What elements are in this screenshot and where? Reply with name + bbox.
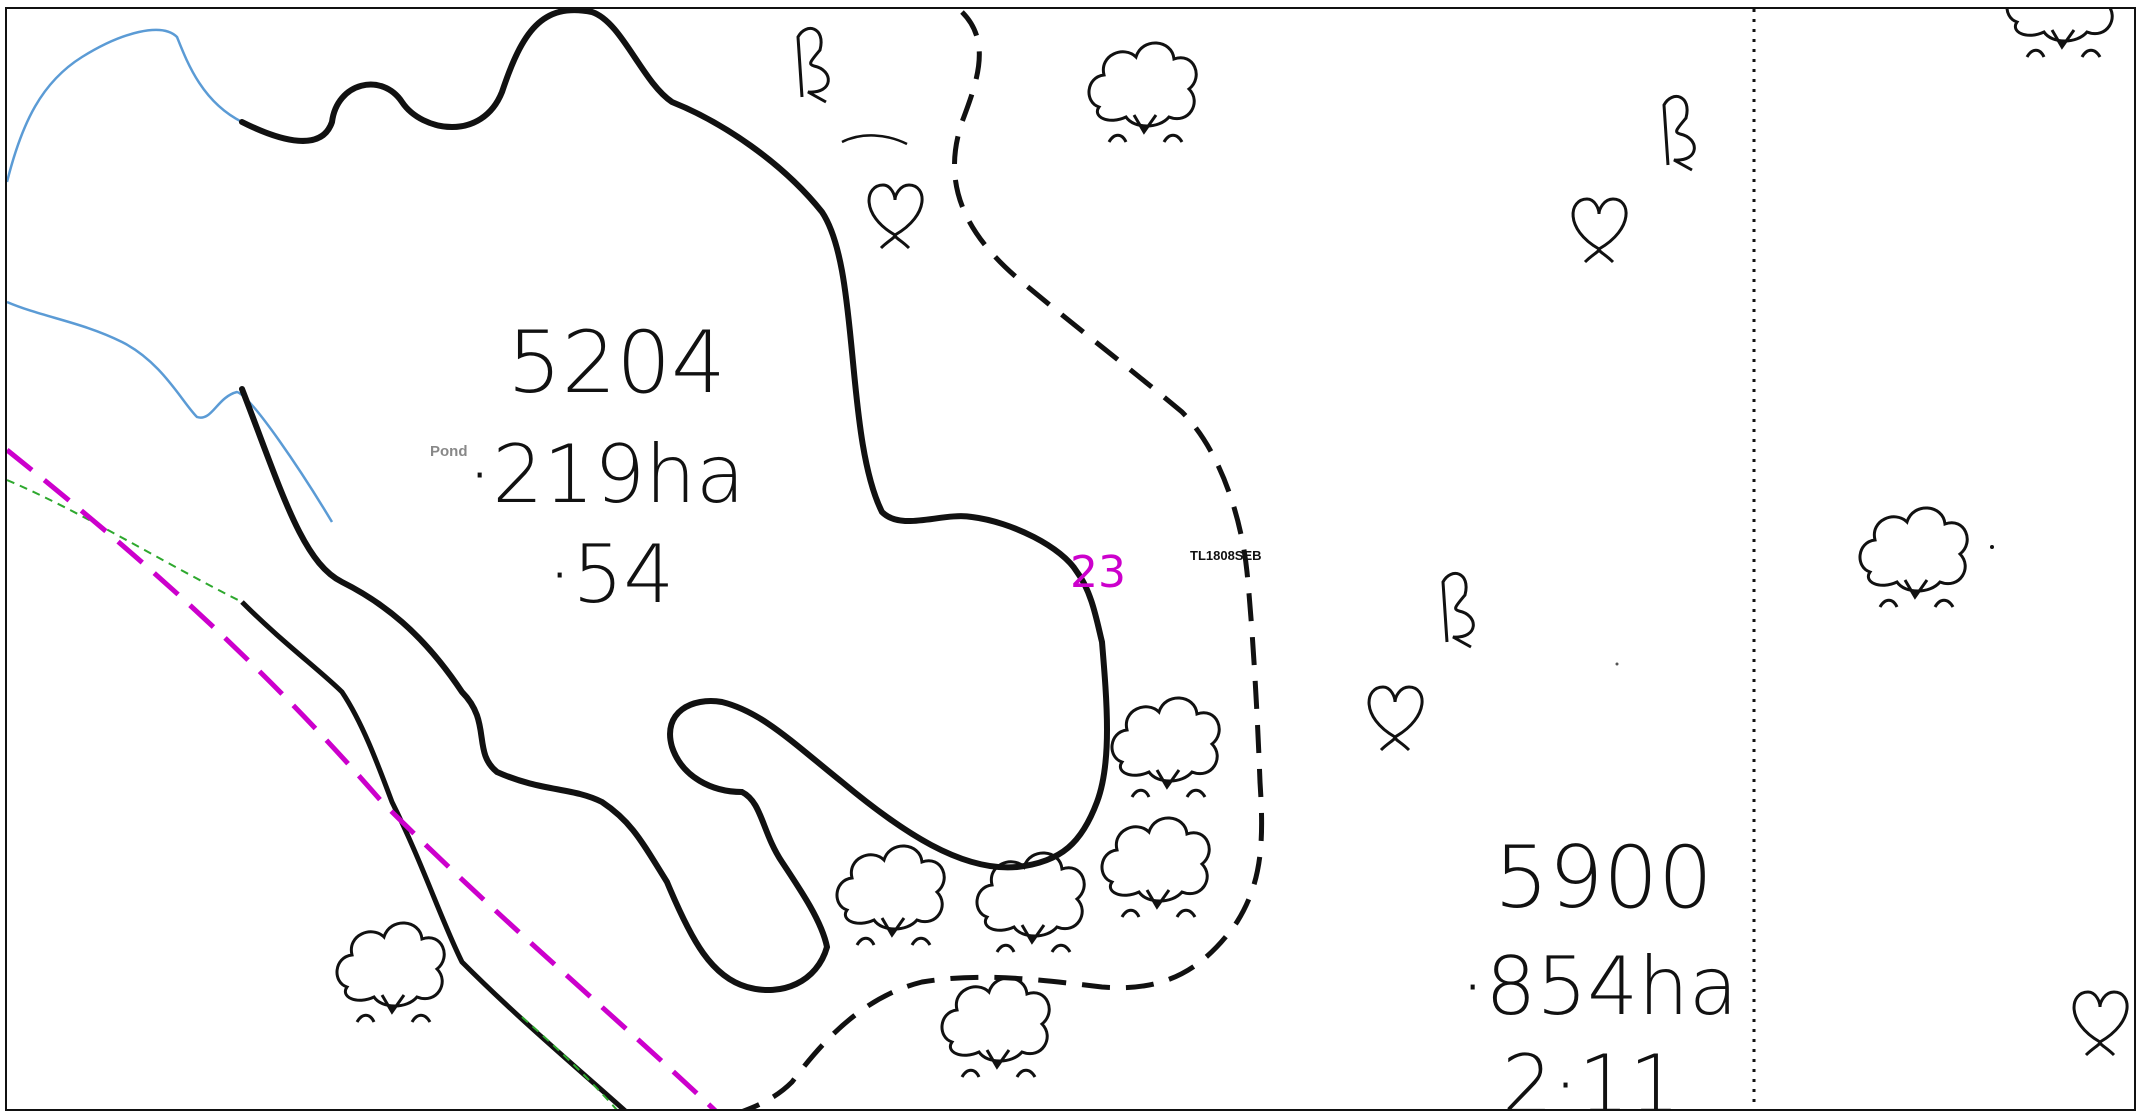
deciduous-tree-icon xyxy=(1110,696,1221,799)
parcel-number: 5204 xyxy=(507,313,726,413)
water-course xyxy=(7,28,334,523)
deciduous-tree-icon xyxy=(1858,506,1969,609)
parcel-number: 5900 xyxy=(1494,828,1713,928)
path-green-dashed xyxy=(7,479,618,1109)
boundary-magenta-dashed xyxy=(7,448,718,1109)
dot-mark xyxy=(1990,545,1994,549)
boundary-marker-number: 23 xyxy=(1070,547,1126,598)
parcel-acres: ·54 xyxy=(547,528,674,621)
bush-icon xyxy=(1367,685,1424,752)
river-bank-line xyxy=(7,28,334,523)
dot-mark xyxy=(1615,662,1619,666)
map-canvas[interactable]: 5204 ·219ha ·54 5900 ·854ha 2·11 Pond TL… xyxy=(5,7,2136,1111)
parcel-5900-label: 5900 ·854ha 2·11 xyxy=(1460,828,1738,1111)
boulder-b-icon xyxy=(796,26,830,104)
bush-icon xyxy=(2072,990,2129,1057)
boulder-b-icon xyxy=(1662,94,1696,172)
boulder-b-icon xyxy=(1441,571,1475,649)
deciduous-tree-icon xyxy=(1100,816,1211,919)
pond-label: Pond xyxy=(430,443,468,460)
parcel-5204-label: 5204 ·219ha ·54 xyxy=(467,313,745,621)
deciduous-tree-icon xyxy=(1087,41,1198,144)
deciduous-tree-icon xyxy=(335,921,446,1024)
road-edge-line xyxy=(240,600,627,1109)
map-frame[interactable]: 5204 ·219ha ·54 5900 ·854ha 2·11 Pond TL… xyxy=(5,7,2136,1111)
bush-icon xyxy=(867,183,924,250)
parcel-boundary-dashed xyxy=(741,10,1265,1109)
parcel-area: ·854ha xyxy=(1460,940,1738,1033)
deciduous-tree-icon xyxy=(835,844,946,947)
bush-icon xyxy=(1571,197,1628,264)
deciduous-tree-icon xyxy=(2005,9,2116,59)
arc-mark xyxy=(841,134,908,146)
sheet-reference-label: TL1808SEB xyxy=(1190,548,1262,563)
parcel-area: ·219ha xyxy=(467,428,745,521)
parcel-acres: 2·11 xyxy=(1502,1038,1680,1111)
deciduous-tree-icon xyxy=(940,976,1051,1079)
